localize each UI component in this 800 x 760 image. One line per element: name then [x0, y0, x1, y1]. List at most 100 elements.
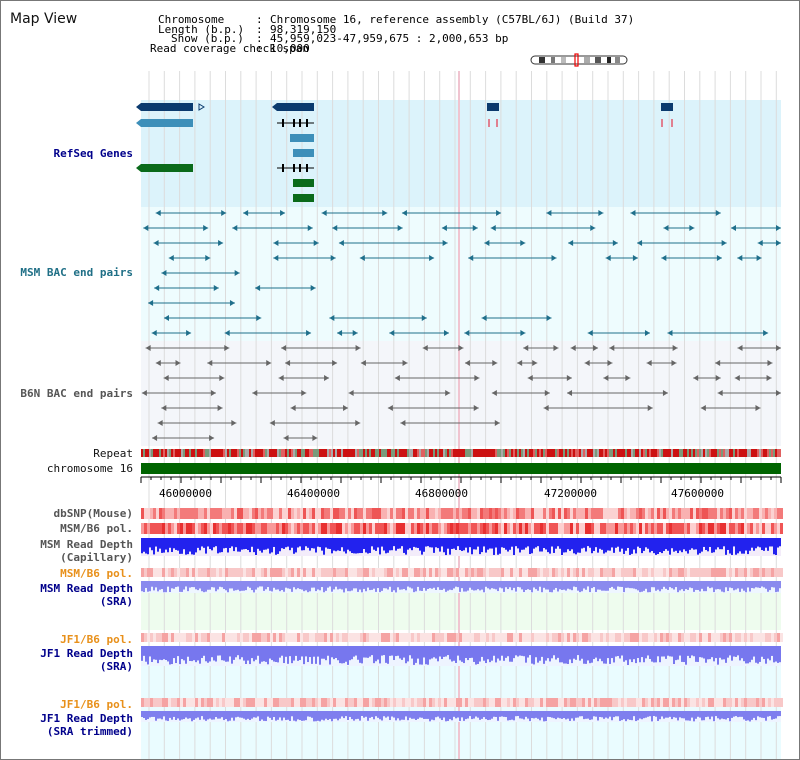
polymorphism-cell [777, 508, 780, 519]
depth-bar [685, 646, 687, 665]
polymorphism-cell [171, 508, 174, 519]
polymorphism-cell [564, 523, 567, 534]
depth-bar [655, 581, 657, 591]
polymorphism-cell [699, 508, 702, 519]
repeat-cell [241, 449, 243, 457]
depth-bar [371, 646, 373, 656]
polymorphism-cell [630, 698, 633, 707]
depth-bar [299, 711, 301, 721]
polymorphism-cell [327, 523, 330, 534]
depth-bar [599, 711, 601, 718]
polymorphism-cell [591, 568, 594, 577]
polymorphism-cell [507, 523, 510, 534]
depth-bar [259, 646, 261, 664]
depth-bar [615, 538, 617, 548]
depth-bar [359, 581, 361, 590]
polymorphism-cell [141, 568, 144, 577]
chromosome-ideogram-icon[interactable] [529, 53, 631, 67]
polymorphism-cell [738, 508, 741, 519]
repeat-cell [505, 449, 507, 457]
repeat-cell [431, 449, 433, 457]
polymorphism-cell [141, 698, 144, 707]
polymorphism-cell [156, 508, 159, 519]
depth-bar [613, 581, 615, 589]
depth-bar [719, 711, 721, 720]
depth-bar [503, 711, 505, 717]
polymorphism-cell [726, 508, 729, 519]
depth-bar [533, 581, 535, 588]
polymorphism-cell [372, 568, 375, 577]
depth-bar [175, 711, 177, 721]
depth-bar [397, 646, 399, 656]
depth-bar [663, 581, 665, 587]
repeat-cell [377, 449, 379, 457]
bac-end-marker [186, 330, 192, 336]
depth-bar [561, 711, 563, 719]
repeat-cell [759, 449, 761, 457]
repeat-cell [737, 449, 739, 457]
depth-bar [265, 538, 267, 550]
depth-bar [761, 581, 763, 587]
polymorphism-cell [696, 633, 699, 642]
polymorphism-cell [201, 523, 204, 534]
depth-bar [461, 646, 463, 662]
depth-bar [221, 711, 223, 718]
depth-bar [217, 581, 219, 590]
polymorphism-cell [471, 568, 474, 577]
polymorphism-cell [531, 698, 534, 707]
depth-bar [309, 711, 311, 717]
polymorphism-cell [639, 523, 642, 534]
depth-bar [529, 581, 531, 590]
depth-bar [237, 581, 239, 590]
bac-end-marker [468, 255, 474, 261]
depth-bar [287, 711, 289, 720]
polymorphism-cell [357, 568, 360, 577]
depth-bar [577, 711, 579, 718]
bac-end-marker [152, 435, 158, 441]
depth-bar [727, 646, 729, 658]
polymorphism-cell [567, 568, 570, 577]
polymorphism-cell [489, 568, 492, 577]
bac-end-marker [306, 330, 312, 336]
polymorphism-cell [561, 698, 564, 707]
polymorphism-cell [660, 633, 663, 642]
depth-bar [529, 538, 531, 554]
polymorphism-cell [753, 523, 756, 534]
repeat-label: Repeat [93, 447, 133, 460]
depth-bar [503, 581, 505, 592]
polymorphism-cell [387, 633, 390, 642]
depth-bar [589, 646, 591, 664]
polymorphism-cell [342, 508, 345, 519]
bac-end-marker [210, 390, 216, 396]
depth-bar [637, 538, 639, 547]
map-view-title: Map View [10, 11, 78, 27]
polymorphism-cell [609, 568, 612, 577]
polymorphism-cell [636, 523, 639, 534]
polymorphism-cell [465, 633, 468, 642]
depth-bar [657, 711, 659, 721]
polymorphism-cell [540, 568, 543, 577]
depth-bar [141, 646, 143, 661]
polymorphism-cell [702, 523, 705, 534]
depth-bar [703, 711, 705, 721]
depth-bar [275, 538, 277, 555]
polymorphism-cell [633, 698, 636, 707]
depth-bar [583, 711, 585, 720]
depth-bar [589, 581, 591, 593]
polymorphism-cell [567, 698, 570, 707]
depth-bar [379, 711, 381, 720]
depth-bar [627, 581, 629, 588]
depth-bar [571, 646, 573, 664]
polymorphism-cell [363, 633, 366, 642]
depth-bar [633, 538, 635, 550]
bac-end-marker [637, 240, 643, 246]
repeat-cell [643, 449, 645, 457]
polymorphism-cell [552, 568, 555, 577]
depth-bar [651, 538, 653, 552]
polymorphism-cell [534, 633, 537, 642]
polymorphism-cell [471, 508, 474, 519]
polymorphism-cell [297, 698, 300, 707]
polymorphism-cell [312, 523, 315, 534]
polymorphism-cell [306, 633, 309, 642]
depth-bar [279, 581, 281, 592]
